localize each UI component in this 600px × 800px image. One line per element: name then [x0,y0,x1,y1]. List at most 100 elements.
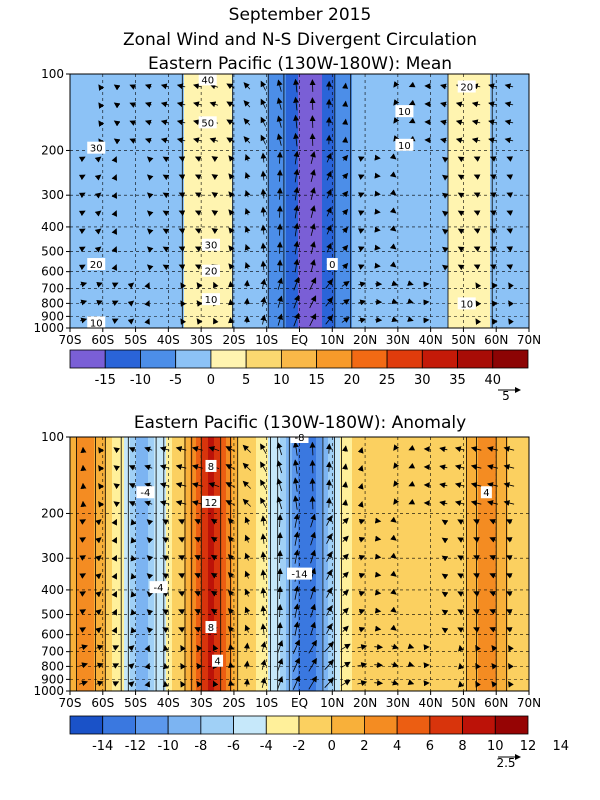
wind-vector [276,151,283,164]
field-cell [508,455,515,462]
field-cell [454,92,461,99]
field-cell [316,326,323,328]
field-cell [346,479,353,486]
field-cell [472,188,479,195]
field-cell [352,74,359,81]
field-cell [154,74,161,81]
field-cell [106,194,113,201]
field-cell [526,164,529,171]
field-cell [328,104,335,111]
field-cell [124,485,131,492]
field-cell [220,74,227,81]
field-cell [322,74,329,81]
field-cell [346,164,353,171]
field-cell [298,503,305,510]
field-cell [148,254,155,261]
wind-vector [244,225,251,234]
field-cell [184,134,191,141]
field-cell [100,497,107,504]
field-cell [418,314,425,321]
field-cell [220,236,227,243]
field-cell [190,80,197,87]
field-cell [178,152,185,159]
field-cell [82,290,89,297]
field-cell [154,527,161,534]
wind-vector [178,192,186,198]
field-cell [274,308,281,315]
field-cell [322,230,329,237]
field-cell [196,206,203,213]
field-cell [316,314,323,321]
contour-label: 10 [398,141,411,152]
field-cell [226,437,233,444]
field-cell [502,236,509,243]
field-cell [130,272,137,279]
field-cell [340,485,347,492]
field-cell [136,308,143,315]
field-cell [148,260,155,267]
field-cell [130,92,137,99]
field-cell [346,134,353,141]
field-cell [244,521,251,528]
field-cell [232,443,239,450]
field-cell [124,503,131,510]
field-cell [70,455,77,462]
field-cell [166,296,173,303]
field-cell [178,242,185,249]
field-cell [328,473,335,480]
field-cell [430,443,437,450]
field-cell [358,455,365,462]
field-cell [202,260,209,267]
field-cell [238,443,245,450]
field-cell [376,527,383,534]
field-cell [190,164,197,171]
field-cell [244,140,251,147]
field-cell [382,527,389,534]
field-cell [388,284,395,291]
wind-vector [358,264,365,270]
field-cell [496,443,503,450]
field-cell [256,443,263,450]
field-cell [232,272,239,279]
field-cell [298,272,305,279]
field-cell [448,254,455,261]
field-cell [166,320,173,327]
field-cell [316,104,323,111]
field-cell [490,188,497,195]
field-cell [346,461,353,468]
field-cell [412,284,419,291]
field-cell [178,485,185,492]
field-cell [238,218,245,225]
field-cell [358,122,365,129]
field-cell [280,182,287,189]
field-cell [370,74,377,81]
field-cell [226,86,233,93]
field-cell [160,302,167,309]
field-cell [82,527,89,534]
field-cell [238,491,245,498]
field-cell [466,485,473,492]
field-cell [154,515,161,522]
field-cell [478,473,485,480]
field-cell [502,80,509,87]
field-cell [436,182,443,189]
field-cell [256,152,263,159]
y-tick-label: 300 [41,188,64,202]
field-cell [424,86,431,93]
field-cell [412,170,419,177]
field-cell [130,254,137,261]
field-cell [82,80,89,87]
colorbar-label: 5 [242,373,250,388]
field-cell [196,188,203,195]
field-cell [214,218,221,225]
field-cell [466,509,473,516]
field-cell [334,314,341,321]
field-cell [322,116,329,123]
field-cell [184,188,191,195]
field-cell [418,272,425,279]
field-cell [484,212,491,219]
field-cell [250,152,257,159]
field-cell [400,158,407,165]
field-cell [376,212,383,219]
field-cell [490,473,497,480]
